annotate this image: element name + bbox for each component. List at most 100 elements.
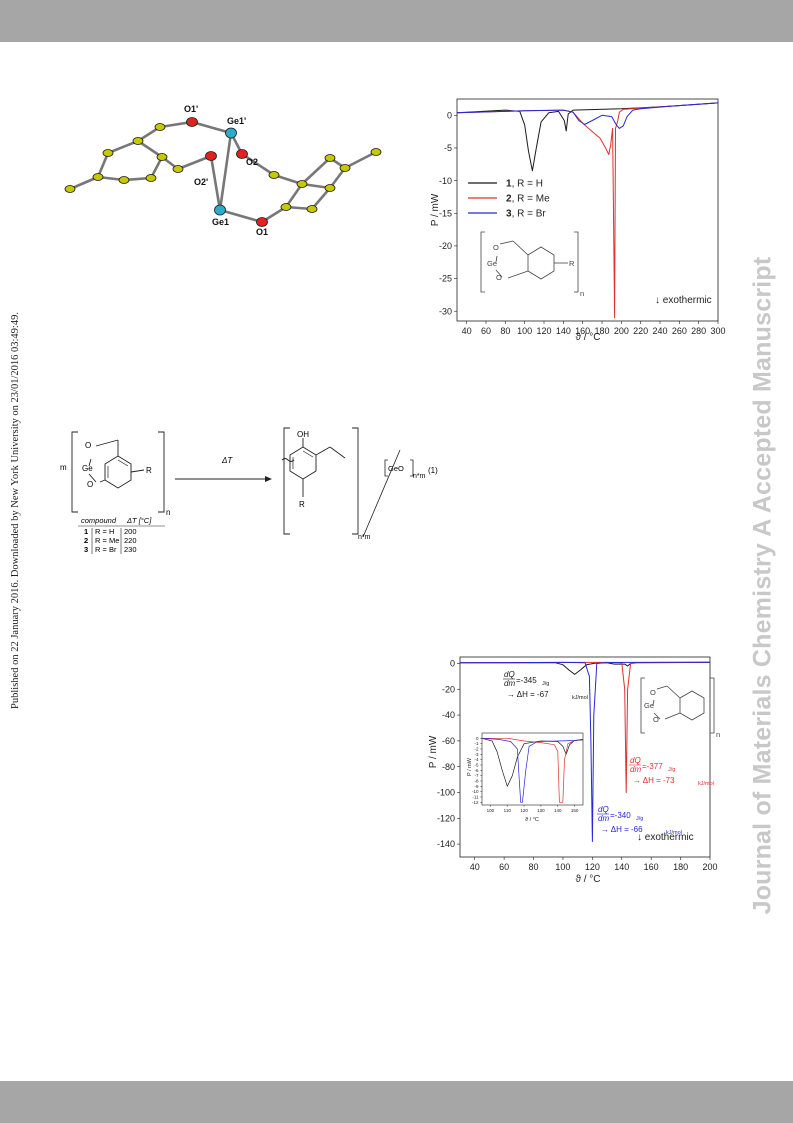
inset-ytick-label-3: -3 xyxy=(474,752,478,757)
scheme-n-label: n xyxy=(166,508,170,517)
chart1-xtick-label-9: 220 xyxy=(633,326,648,336)
product-bracket-left xyxy=(283,427,290,535)
chart1-frame xyxy=(456,98,719,322)
chart1-xtick-label-0: 40 xyxy=(462,326,472,336)
table-row-2-r: R = Me xyxy=(95,536,119,545)
chart2-exothermic: ↓ exothermic xyxy=(637,832,694,843)
anno-blue-dq: dQ xyxy=(598,805,609,814)
geo-bracket-left xyxy=(384,459,388,477)
crystal-structure-figure: O1' Ge1' O2 O2' Ge1 O1 xyxy=(64,104,382,237)
chart1-series-line-0 xyxy=(456,102,719,172)
inset-ytick-label-10: -10 xyxy=(472,789,479,794)
chart1-ytick-label-1: -5 xyxy=(444,143,452,153)
chart2-xtick-label-8: 200 xyxy=(702,862,717,872)
inset-frame xyxy=(481,732,584,806)
chart1-legend-label-1: 2, R = Me xyxy=(506,194,550,205)
chart2-xlabel: ϑ / °C xyxy=(575,874,600,885)
chart2-xtick-label-2: 80 xyxy=(529,862,539,872)
anno-red-dh: → ΔH = -73 xyxy=(633,776,675,785)
anno-blue-dm: dm xyxy=(598,814,609,823)
chart2-ytick-label-6: -120 xyxy=(437,813,455,823)
chart1-ytick-label-2: -10 xyxy=(439,176,452,186)
chart1-ytick-label-5: -25 xyxy=(439,274,452,284)
anno-black-dhunit: kJ/mol xyxy=(572,695,588,701)
chart2-annotation-red: dQ dm =-377 J/g → ΔH = -73 kJ/mol xyxy=(629,756,714,787)
chart1-xtick-label-10: 240 xyxy=(652,326,667,336)
dsc-chart-substituted: 40 60 80 100 120 140 160 180 200 220 240 260 280 300 0… xyxy=(430,98,726,343)
inset-ylabel: P / mW xyxy=(467,757,473,776)
chart2-xtick-label-6: 160 xyxy=(644,862,659,872)
chart2-inset-n: n xyxy=(716,730,720,739)
inset-series-line-2 xyxy=(481,737,584,803)
product-structure xyxy=(281,438,346,497)
inset-ytick-label-6: -6 xyxy=(474,768,478,773)
chart1-ytick-label-4: -20 xyxy=(439,241,452,251)
chart1-inset-o-bottom: O xyxy=(496,273,502,282)
chart2-series-line-0 xyxy=(460,661,711,675)
monomer-structure xyxy=(88,439,145,489)
product-separator xyxy=(362,449,401,538)
atom-label-ge1p: Ge1' xyxy=(227,116,246,126)
atom-label-ge1: Ge1 xyxy=(212,217,229,227)
chart1-series-line-2 xyxy=(456,102,719,129)
anno-black-dh: → ΔH = -67 xyxy=(507,690,549,699)
anno-black-value: =-345 xyxy=(516,676,537,685)
table-row-2-num: 2 xyxy=(84,536,88,545)
product-r-label: R xyxy=(299,500,305,509)
inset-ytick-label-4: -4 xyxy=(474,757,478,762)
product-subscript: n*m xyxy=(358,534,371,541)
chart1-xtick-label-7: 180 xyxy=(594,326,609,336)
inset-xtick-label-4: 140 xyxy=(554,808,562,813)
inset-series-line-1 xyxy=(482,737,584,803)
chart1-xtick-label-2: 80 xyxy=(500,326,510,336)
chart2-xtick-label-1: 60 xyxy=(499,862,509,872)
reaction-arrow-label: ΔT xyxy=(221,456,233,465)
chart2-xtick-label-4: 120 xyxy=(585,862,600,872)
chart1-ylabel: P / mW xyxy=(430,193,441,226)
atom-label-o2: O2 xyxy=(246,157,258,167)
geo-subscript: n*m xyxy=(413,473,426,480)
anno-red-dhunit: kJ/mol xyxy=(698,781,714,787)
chart1-xtick-label-4: 120 xyxy=(536,326,551,336)
chart2-xtick-label-0: 40 xyxy=(470,862,480,872)
chart1-inset-ge: Ge xyxy=(487,259,497,268)
inset-xtick-label-0: 100 xyxy=(487,808,495,813)
anno-black-dm: dm xyxy=(504,679,515,688)
anno-red-unit: J/g xyxy=(668,767,675,773)
anno-black-unit: J/g xyxy=(542,681,549,687)
geo-bracket-right xyxy=(410,459,414,477)
oxygen-atoms xyxy=(186,117,268,227)
chart1-ytick-label-0: 0 xyxy=(447,110,452,120)
chart1-inset-r: R xyxy=(569,259,575,268)
table-row-2-t: 220 xyxy=(124,536,137,545)
table-header-temp: ΔT [°C] xyxy=(126,516,152,525)
chart2-xtick-label-3: 100 xyxy=(555,862,570,872)
inset-ytick-label-2: -2 xyxy=(474,747,478,752)
inset-ytick-label-8: -8 xyxy=(474,779,478,784)
chart1-xlabel: ϑ / °C xyxy=(575,332,600,343)
atom-label-o1p: O1' xyxy=(184,104,198,114)
chart2-inset-ge: Ge xyxy=(644,701,654,710)
chart2-inset-structure xyxy=(640,677,715,734)
chart1-exothermic: ↓ exothermic xyxy=(655,295,712,306)
chart1-xtick-label-11: 260 xyxy=(672,326,687,336)
product-oh-label: OH xyxy=(297,430,309,439)
chart2-xtick-label-5: 140 xyxy=(614,862,629,872)
inset-series-line-0 xyxy=(481,737,584,787)
dsc-chart-parent: 40 60 80 100 120 140 160 180 2000-20-40-60-80-10… xyxy=(428,656,720,885)
chart1-xtick-label-3: 100 xyxy=(517,326,532,336)
product-bracket-right xyxy=(352,427,359,535)
chart2-inset-o-bottom: O xyxy=(653,715,659,724)
equation-number: (1) xyxy=(428,466,438,475)
table-row-3-r: R = Br xyxy=(95,545,117,554)
inset-ytick-label-5: -5 xyxy=(474,763,478,768)
inset-ytick-label-1: -1 xyxy=(474,741,478,746)
atom-label-o1: O1 xyxy=(256,227,268,237)
anno-red-dq: dQ xyxy=(630,756,641,765)
table-row-3-t: 230 xyxy=(124,545,137,554)
inset-xlabel: ϑ / °C xyxy=(525,817,539,823)
anno-red-dm: dm xyxy=(630,765,641,774)
chart2-ytick-label-4: -80 xyxy=(442,762,455,772)
table-row-1-t: 200 xyxy=(124,527,137,536)
table-header-compound: compound xyxy=(81,516,117,525)
